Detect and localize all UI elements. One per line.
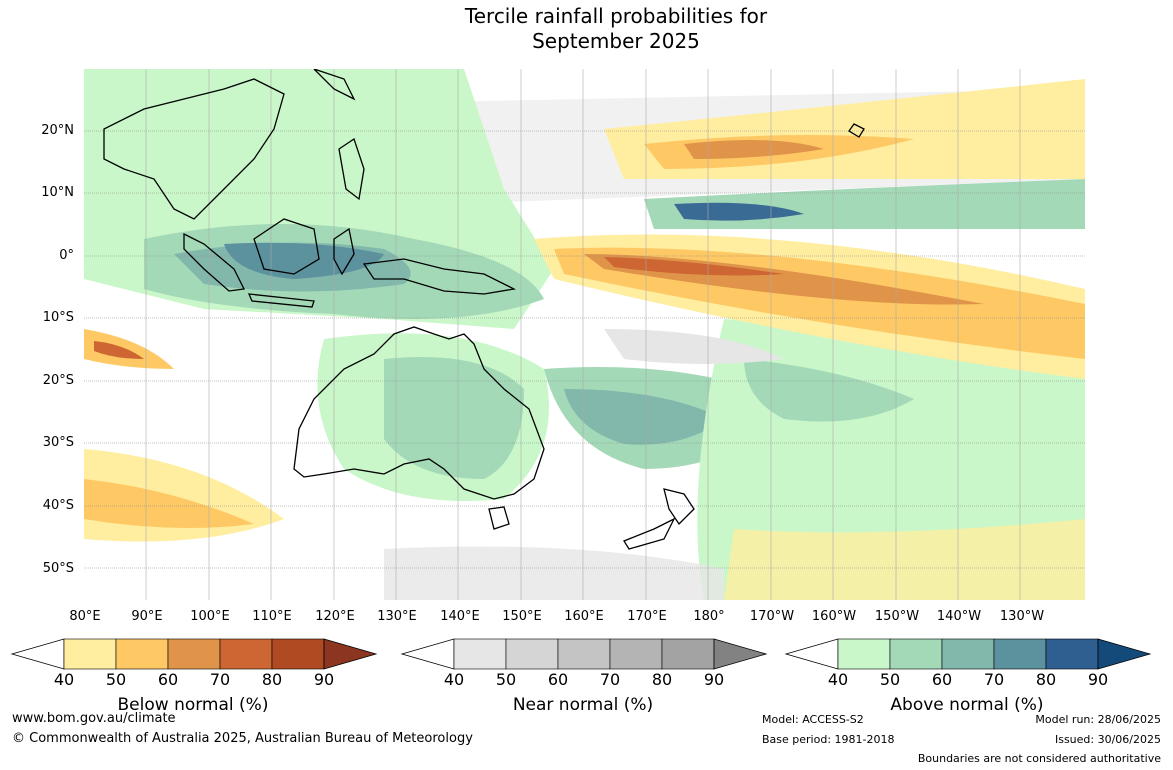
rainfall-probability-map [84, 69, 1085, 600]
japan-islands-coastline [313, 69, 356, 101]
above-normal-tasman-core [564, 389, 724, 445]
colorbar-above-normal-low-arrow [784, 638, 839, 670]
lon-label-130w: 130°W [999, 609, 1045, 624]
above-normal-east-band-core [674, 202, 804, 221]
lat-label-40s: 40°S [42, 498, 74, 513]
colorbar-below-normal-high-arrow [323, 638, 378, 670]
lon-label-100e: 100°E [190, 609, 230, 624]
colorbar-above-normal-label: Above normal (%) [890, 695, 1044, 715]
title-line-2: September 2025 [532, 29, 700, 53]
below-tick-70: 70 [209, 670, 231, 689]
lon-label-120e: 120°E [315, 609, 355, 624]
lat-label-10s: 10°S [42, 310, 74, 325]
lat-label-20n: 20°N [41, 123, 74, 138]
near-tick-50: 50 [495, 670, 517, 689]
lon-label-170w: 170°W [749, 609, 795, 624]
new-zealand-south-coastline [623, 517, 676, 550]
near-normal-central [604, 329, 784, 364]
below-tick-50: 50 [105, 670, 127, 689]
copyright-text: © Commonwealth of Australia 2025, Austra… [12, 731, 473, 746]
model-run-text: Model run: 28/06/2025 [1035, 713, 1161, 726]
model-text: Model: ACCESS-S2 [762, 713, 864, 726]
lat-label-30s: 30°S [42, 435, 74, 450]
se-asia-coastline [103, 78, 285, 220]
lat-label-10n: 10°N [41, 185, 74, 200]
new-guinea-coastline [362, 258, 517, 295]
lat-label-20s: 20°S [42, 373, 74, 388]
java-coastline [247, 293, 315, 308]
lon-label-180: 180° [693, 609, 725, 624]
near-tick-80: 80 [651, 670, 673, 689]
map-canvas [84, 69, 1085, 600]
philippines-coastline [338, 137, 365, 201]
above-normal-australia-core [384, 357, 524, 479]
above-tick-40: 40 [827, 670, 849, 689]
lon-label-130e: 130°E [377, 609, 417, 624]
above-tick-90: 90 [1087, 670, 1109, 689]
lon-label-160e: 160°E [564, 609, 604, 624]
base-period-text: Base period: 1981-2018 [762, 733, 895, 746]
australia-coastline [293, 326, 545, 500]
near-tick-60: 60 [547, 670, 569, 689]
lon-label-110e: 110°E [252, 609, 292, 624]
below-normal-equatorial-max [604, 257, 784, 276]
borneo-coastline [253, 218, 320, 275]
title-line-1: Tercile rainfall probabilities for [464, 4, 768, 28]
disclaimer-text: Boundaries are not considered authoritat… [917, 752, 1161, 765]
below-normal-indian-west-strong [94, 341, 144, 359]
above-tick-60: 60 [931, 670, 953, 689]
near-normal-southern [384, 546, 724, 600]
above-tick-50: 50 [879, 670, 901, 689]
probability-shading [84, 69, 1085, 600]
lon-label-150w: 150°W [874, 609, 920, 624]
below-normal-southern [724, 519, 1085, 600]
lon-label-160w: 160°W [811, 609, 857, 624]
issued-text: Issued: 30/06/2025 [1054, 733, 1161, 746]
coastlines [103, 69, 865, 550]
chart-title: Tercile rainfall probabilities for Septe… [0, 4, 1173, 54]
lon-label-140w: 140°W [936, 609, 982, 624]
near-tick-40: 40 [443, 670, 465, 689]
below-tick-90: 90 [313, 670, 335, 689]
below-normal-north-pacific-strong [684, 140, 824, 159]
colorbar-near-normal [400, 638, 768, 670]
colorbar-near-normal-low-arrow [400, 638, 455, 670]
near-tick-70: 70 [599, 670, 621, 689]
lat-label-50s: 50°S [42, 561, 74, 576]
sulawesi-coastline [333, 227, 355, 276]
below-tick-40: 40 [53, 670, 75, 689]
above-normal-south-pacific-core [744, 359, 914, 422]
sumatra-coastline [183, 232, 245, 292]
below-tick-80: 80 [261, 670, 283, 689]
below-tick-60: 60 [157, 670, 179, 689]
colorbar-near-normal-label: Near normal (%) [512, 695, 654, 715]
colorbar-below-normal-label: Below normal (%) [117, 695, 269, 715]
above-tick-80: 80 [1035, 670, 1057, 689]
near-tick-90: 90 [703, 670, 725, 689]
colorbar-above-normal-high-arrow [1097, 638, 1152, 670]
below-normal-indian-ocean-core [84, 479, 254, 528]
colorbar-below-normal-low-arrow [10, 638, 65, 670]
hawaii-coastline [848, 123, 865, 138]
lon-label-80e: 80°E [69, 609, 101, 624]
below-normal-indian-west [84, 329, 174, 369]
lon-label-90e: 90°E [131, 609, 163, 624]
lat-label-0: 0° [59, 248, 74, 263]
graticule [84, 69, 1085, 600]
colorbar-near-normal-high-arrow [713, 638, 768, 670]
tasmania-coastline [488, 506, 510, 530]
lon-label-140e: 140°E [440, 609, 480, 624]
lon-label-150e: 150°E [502, 609, 542, 624]
colorbar-above-normal [784, 638, 1152, 670]
website-link[interactable]: www.bom.gov.au/climate [12, 711, 176, 726]
colorbar-below-normal [10, 638, 378, 670]
lon-label-170e: 170°E [627, 609, 667, 624]
above-tick-70: 70 [983, 670, 1005, 689]
new-zealand-north-coastline [663, 488, 695, 526]
